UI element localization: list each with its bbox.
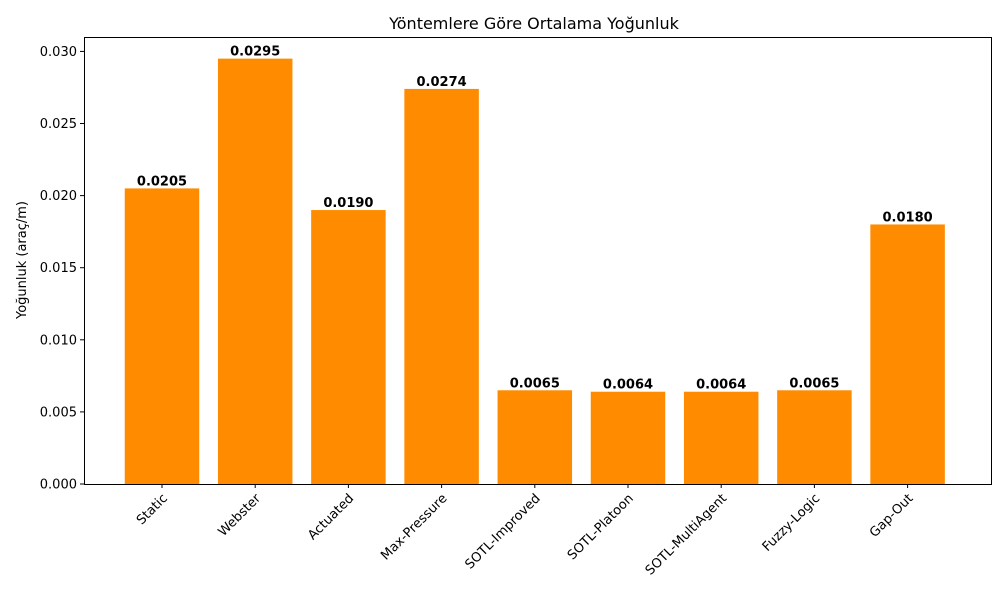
- y-axis-label: Yoğunluk (araç/m): [15, 201, 30, 320]
- y-tick-label: 0.020: [40, 189, 77, 204]
- data-labels-group: 0.0205 0.0295 0.0190 0.0274 0.0065 0.0064 0.00…: [137, 45, 933, 393]
- x-tick-label-sotl-platoon: SOTL-Platoon: [565, 491, 637, 563]
- plot-frame: [84, 37, 992, 485]
- x-axis-ticks: Static Webster Actuated Max-Pressure SOTL-Im…: [134, 484, 916, 578]
- y-tick-label: 0.030: [40, 45, 77, 60]
- x-tick-label-sotl-multiagent: SOTL-MultiAgent: [643, 491, 730, 578]
- x-tick-label-actuated: Actuated: [305, 491, 357, 543]
- data-label-actuated: 0.0190: [323, 196, 373, 211]
- data-label-max-pressure: 0.0274: [417, 75, 467, 90]
- data-label-sotl-multiagent: 0.0064: [696, 378, 746, 393]
- data-label-fuzzy-logic: 0.0065: [789, 376, 839, 391]
- chart-title: Yöntemlere Göre Ortalama Yoğunluk: [388, 14, 680, 33]
- y-tick-label: 0.000: [40, 478, 77, 493]
- data-label-static: 0.0205: [137, 174, 187, 189]
- bar-sotl-platoon: [590, 391, 666, 484]
- data-label-gap-out: 0.0180: [883, 210, 933, 225]
- data-label-webster: 0.0295: [230, 45, 280, 60]
- data-label-sotl-improved: 0.0065: [510, 376, 560, 391]
- bar-fuzzy-logic: [777, 390, 852, 484]
- y-tick-label: 0.025: [40, 117, 77, 132]
- x-tick-label-max-pressure: Max-Pressure: [378, 491, 450, 563]
- bar-sotl-multiagent: [683, 391, 759, 484]
- bar-gap-out: [870, 224, 945, 485]
- data-label-sotl-platoon: 0.0064: [603, 378, 653, 393]
- bar-sotl-improved: [497, 390, 573, 484]
- x-tick-label-gap-out: Gap-Out: [867, 491, 916, 540]
- bar-actuated: [311, 210, 386, 484]
- bar-static: [124, 188, 200, 484]
- y-tick-label: 0.010: [40, 333, 77, 348]
- x-tick-label-webster: Webster: [216, 491, 265, 540]
- y-tick-label: 0.015: [40, 261, 77, 276]
- bar-webster: [217, 58, 293, 485]
- y-tick-label: 0.005: [40, 405, 77, 420]
- x-tick-label-sotl-improved: SOTL-Improved: [462, 491, 543, 572]
- bar-max-pressure: [404, 88, 479, 485]
- y-axis-ticks: 0.000 0.005 0.010 0.015 0.020 0.025 0.030: [40, 45, 84, 493]
- bars-group: [124, 58, 945, 485]
- x-tick-label-static: Static: [134, 491, 171, 528]
- x-tick-label-fuzzy-logic: Fuzzy-Logic: [760, 491, 823, 554]
